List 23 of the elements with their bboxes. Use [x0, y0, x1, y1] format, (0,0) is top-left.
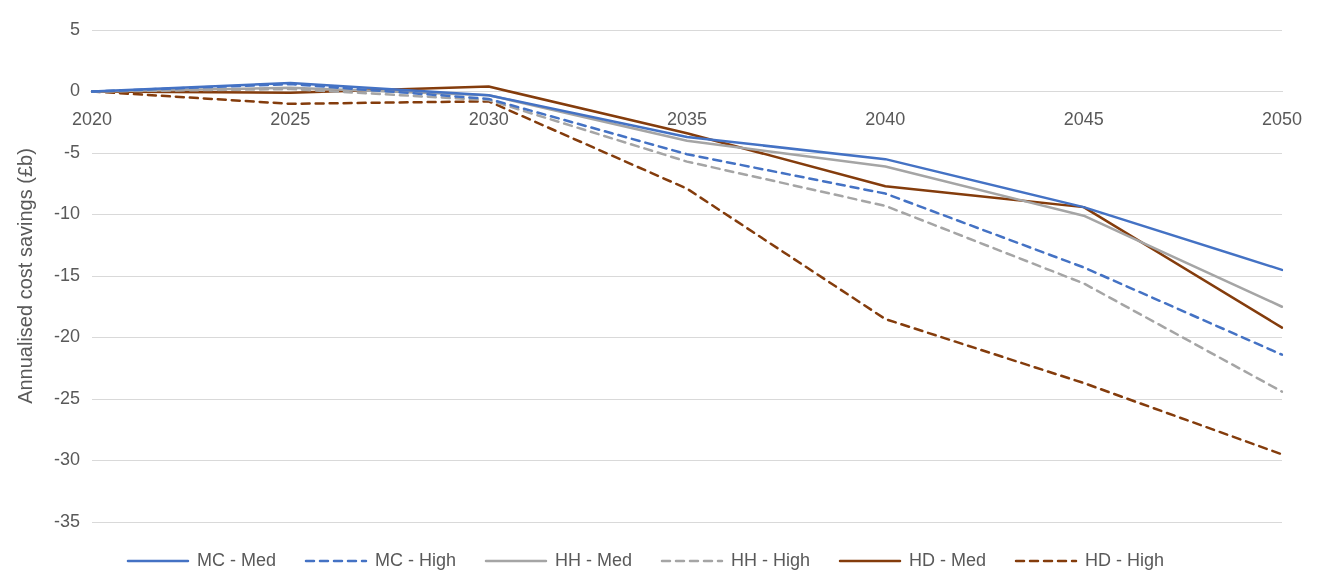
y-tick-label: -20	[54, 326, 81, 347]
x-tick-label: 2020	[71, 109, 113, 130]
legend-label: MC - High	[374, 549, 456, 570]
x-tick-label: 2025	[270, 109, 311, 130]
y-tick-label: 0	[70, 80, 81, 101]
y-tick-label: -30	[54, 449, 81, 470]
y-tick-label: -5	[64, 141, 81, 162]
y-tick-label: -35	[54, 510, 81, 531]
x-tick-label: 2045	[1063, 109, 1104, 130]
legend-label: HD - Med	[909, 549, 987, 570]
legend-label: HD - High	[1085, 549, 1165, 570]
legend-label: HH - Med	[554, 549, 632, 570]
y-tick-label: 5	[70, 18, 81, 39]
x-tick-label: 2050	[1261, 109, 1303, 130]
x-tick-label: 2040	[865, 109, 906, 130]
y-axis-title: Annualised cost savings (£b)	[13, 148, 36, 404]
y-tick-label: -15	[54, 264, 81, 285]
y-tick-label: -10	[54, 203, 81, 224]
legend-label: MC - Med	[196, 549, 276, 570]
x-tick-label: 2035	[666, 109, 708, 130]
y-tick-label: -25	[54, 387, 81, 408]
legend-label: HH - High	[730, 549, 811, 570]
x-tick-label: 2030	[468, 109, 509, 130]
